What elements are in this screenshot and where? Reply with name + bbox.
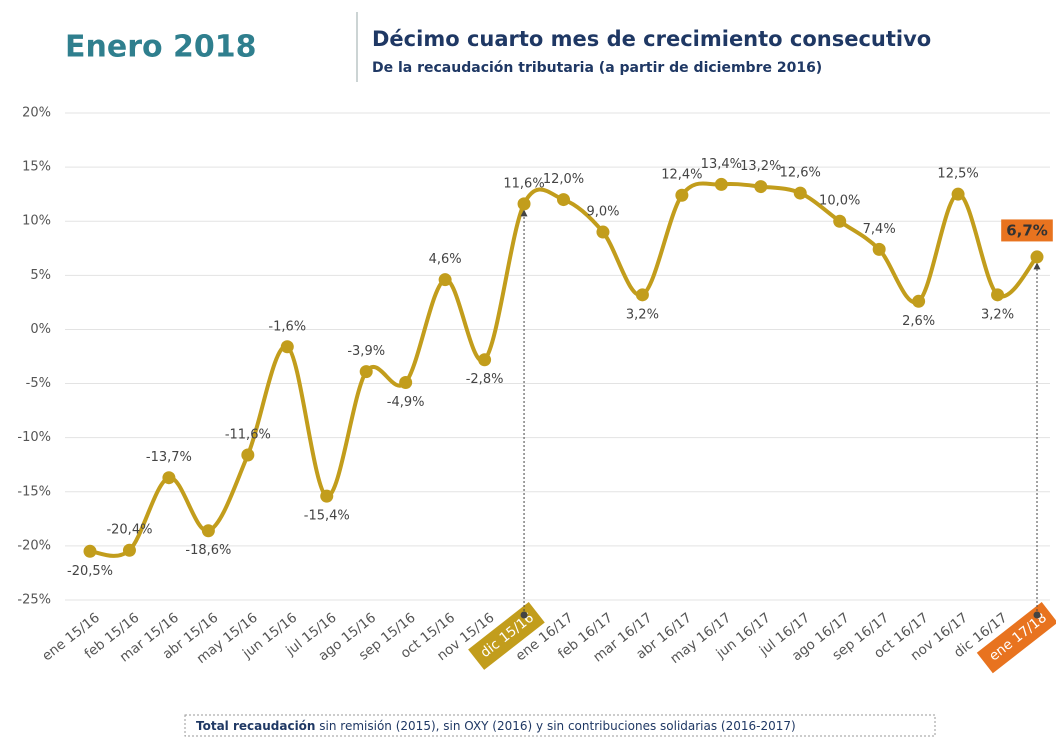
y-tick-label: 20%: [22, 106, 51, 121]
point: [399, 375, 413, 389]
data-label: 7,4%: [863, 222, 896, 237]
header: Enero 2018: [65, 30, 257, 65]
chart-subtitle: De la recaudación tributaria (a partir d…: [372, 60, 822, 76]
point: [122, 543, 136, 557]
data-label: -20,4%: [106, 523, 152, 538]
footnote-box: [184, 714, 936, 737]
point: [675, 188, 689, 202]
data-label: 6,7%: [1006, 221, 1048, 239]
data-label: -3,9%: [347, 344, 385, 359]
y-tick-label: -5%: [26, 376, 51, 391]
footnote-bold: Total recaudación: [196, 719, 315, 733]
data-label: 3,2%: [981, 307, 1014, 322]
point: [359, 365, 373, 379]
data-label: 2,6%: [902, 314, 935, 329]
line: [89, 181, 1039, 558]
data-label: 12,0%: [543, 172, 584, 187]
pointer-dot: [520, 611, 528, 619]
y-tick-label: 15%: [22, 160, 51, 175]
point: [83, 544, 97, 558]
data-label: -20,5%: [67, 564, 113, 579]
point: [596, 225, 610, 239]
point: [1030, 250, 1044, 264]
data-label: -4,9%: [387, 395, 425, 410]
point: [162, 471, 176, 485]
data-label: -15,4%: [304, 509, 350, 524]
footnote: Total recaudación sin remisión (2015), s…: [196, 719, 796, 733]
data-label: 13,2%: [740, 159, 781, 174]
data-label: 12,4%: [661, 168, 702, 183]
point: [951, 187, 965, 201]
y-tick-label: -20%: [17, 538, 51, 553]
point: [793, 186, 807, 200]
footnote-text: sin remisión (2015), sin OXY (2016) y si…: [315, 719, 795, 733]
y-tick-label: -15%: [17, 484, 51, 499]
data-label: 9,0%: [586, 205, 619, 220]
point: [438, 273, 452, 287]
point: [714, 177, 728, 191]
data-label: 4,6%: [429, 252, 462, 267]
data-label: -2,8%: [466, 372, 504, 387]
point: [872, 242, 886, 256]
x-tick-highlight: [468, 602, 545, 670]
data-label: 11,6%: [503, 176, 544, 191]
y-tick-label: 10%: [22, 214, 51, 229]
y-tick-label: -25%: [17, 593, 51, 608]
chart-title: Décimo cuarto mes de crecimiento consecu…: [372, 27, 931, 51]
point: [320, 489, 334, 503]
data-label: -11,6%: [225, 427, 271, 442]
y-tick-label: 0%: [30, 322, 51, 337]
data-label: -13,7%: [146, 450, 192, 465]
point: [912, 294, 926, 308]
point: [241, 448, 255, 462]
point: [991, 288, 1005, 302]
point: [754, 180, 768, 194]
data-label: 13,4%: [701, 157, 742, 172]
y-tick-label: -10%: [17, 430, 51, 445]
point: [557, 193, 570, 207]
point: [478, 353, 492, 367]
data-label: 12,5%: [937, 167, 978, 182]
point: [635, 288, 649, 302]
y-tick-label: 5%: [30, 268, 51, 283]
point: [201, 524, 215, 538]
point: [833, 214, 847, 228]
x-tick-highlight: [976, 602, 1056, 674]
data-label: -1,6%: [268, 319, 306, 334]
point: [280, 340, 294, 354]
data-label: 12,6%: [780, 166, 821, 181]
data-label: -18,6%: [185, 543, 231, 558]
data-label-box: [1001, 219, 1053, 242]
point: [517, 197, 531, 211]
data-label: 3,2%: [626, 307, 659, 322]
data-label: 10,0%: [819, 194, 860, 209]
pointer-dot: [1033, 611, 1041, 619]
